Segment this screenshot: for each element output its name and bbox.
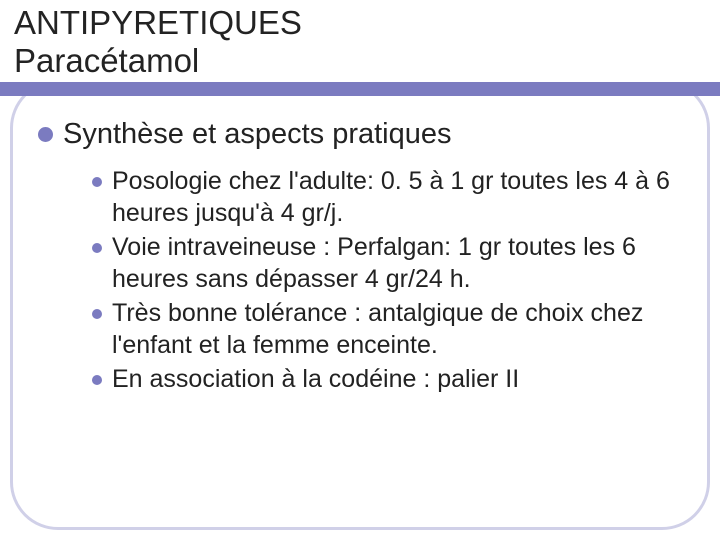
- title-line-1: ANTIPYRETIQUES: [14, 4, 710, 42]
- sub-bullet-list: Posologie chez l'adulte: 0. 5 à 1 gr tou…: [92, 165, 688, 395]
- title-underline-bar: [0, 82, 720, 96]
- slide-title: ANTIPYRETIQUES Paracétamol: [10, 4, 710, 82]
- slide-content: Synthèse et aspects pratiques Posologie …: [38, 118, 688, 397]
- list-item: Posologie chez l'adulte: 0. 5 à 1 gr tou…: [92, 165, 688, 229]
- list-item-text: En association à la codéine : palier II: [112, 363, 519, 395]
- heading-text: Synthèse et aspects pratiques: [63, 118, 452, 151]
- bullet-icon: [92, 177, 102, 187]
- bullet-icon: [92, 309, 102, 319]
- title-line-2: Paracétamol: [14, 42, 710, 80]
- bullet-icon: [92, 243, 102, 253]
- list-item: En association à la codéine : palier II: [92, 363, 688, 395]
- list-item-text: Très bonne tolérance : antalgique de cho…: [112, 297, 688, 361]
- list-item: Très bonne tolérance : antalgique de cho…: [92, 297, 688, 361]
- bullet-icon: [38, 127, 53, 142]
- bullet-icon: [92, 375, 102, 385]
- heading-row: Synthèse et aspects pratiques: [38, 118, 688, 151]
- list-item: Voie intraveineuse : Perfalgan: 1 gr tou…: [92, 231, 688, 295]
- list-item-text: Voie intraveineuse : Perfalgan: 1 gr tou…: [112, 231, 688, 295]
- list-item-text: Posologie chez l'adulte: 0. 5 à 1 gr tou…: [112, 165, 688, 229]
